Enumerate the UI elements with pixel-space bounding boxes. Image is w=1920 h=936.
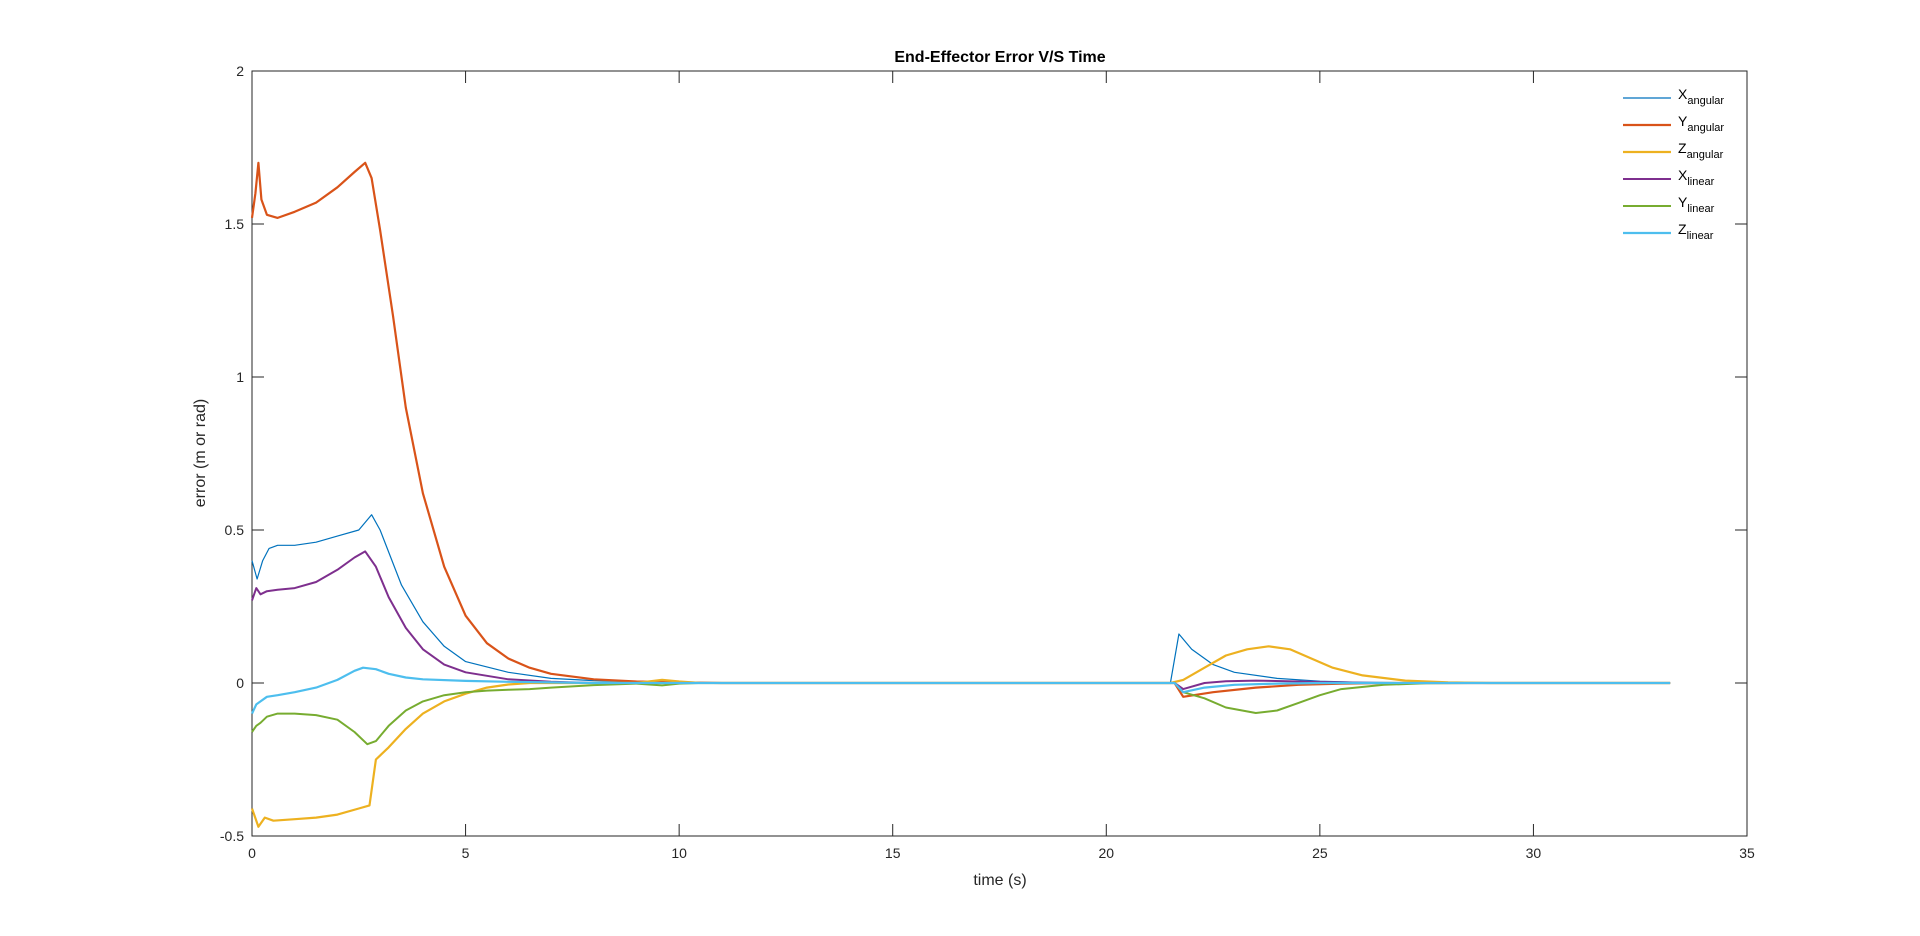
legend: Xangular Yangular Zangular Xlinear Ylinear Zl…	[1623, 86, 1724, 242]
y-tick-label: 2	[236, 63, 244, 79]
y-tick-label: -0.5	[220, 828, 244, 844]
y-tick-label: 0.5	[225, 522, 245, 538]
legend-entry: Xlinear	[1678, 167, 1715, 188]
x-tick-label: 35	[1739, 845, 1755, 861]
x-tick-label: 10	[671, 845, 687, 861]
series-line-x-angular	[251, 514, 1671, 684]
legend-entry: Zangular	[1678, 140, 1724, 161]
legend-entry: Zlinear	[1678, 221, 1714, 242]
series-line-y-linear	[251, 682, 1671, 746]
series-line-x-linear	[251, 550, 1671, 691]
x-tick-label: 30	[1526, 845, 1542, 861]
plot-area	[250, 70, 1748, 837]
axis-ticks	[251, 70, 1748, 837]
series-line-y-angular	[250, 161, 1671, 698]
legend-entry: Ylinear	[1678, 194, 1715, 215]
legend-entry: Yangular	[1678, 113, 1724, 134]
chart-title: End-Effector Error V/S Time	[894, 49, 1105, 66]
y-tick-label: 1.5	[225, 216, 245, 232]
y-tick-label: 0	[236, 675, 244, 691]
series-line-z-linear	[251, 666, 1671, 715]
x-tick-label: 15	[885, 845, 901, 861]
legend-entry: Xangular	[1678, 86, 1724, 107]
x-tick-label: 25	[1312, 845, 1328, 861]
series-lines	[250, 161, 1671, 828]
y-tick-label: 1	[236, 369, 244, 385]
axes-box	[251, 70, 1748, 837]
y-axis-label: error (m or rad)	[192, 399, 209, 507]
x-tick-label: 20	[1098, 845, 1114, 861]
x-tick-label: 0	[248, 845, 256, 861]
x-tick-label: 5	[462, 845, 470, 861]
x-axis-label: time (s)	[973, 872, 1026, 889]
y-tick-labels: -0.5 0 0.5 1 1.5 2	[220, 63, 244, 844]
x-tick-labels: 0 5 10 15 20 25 30 35	[248, 845, 1755, 861]
